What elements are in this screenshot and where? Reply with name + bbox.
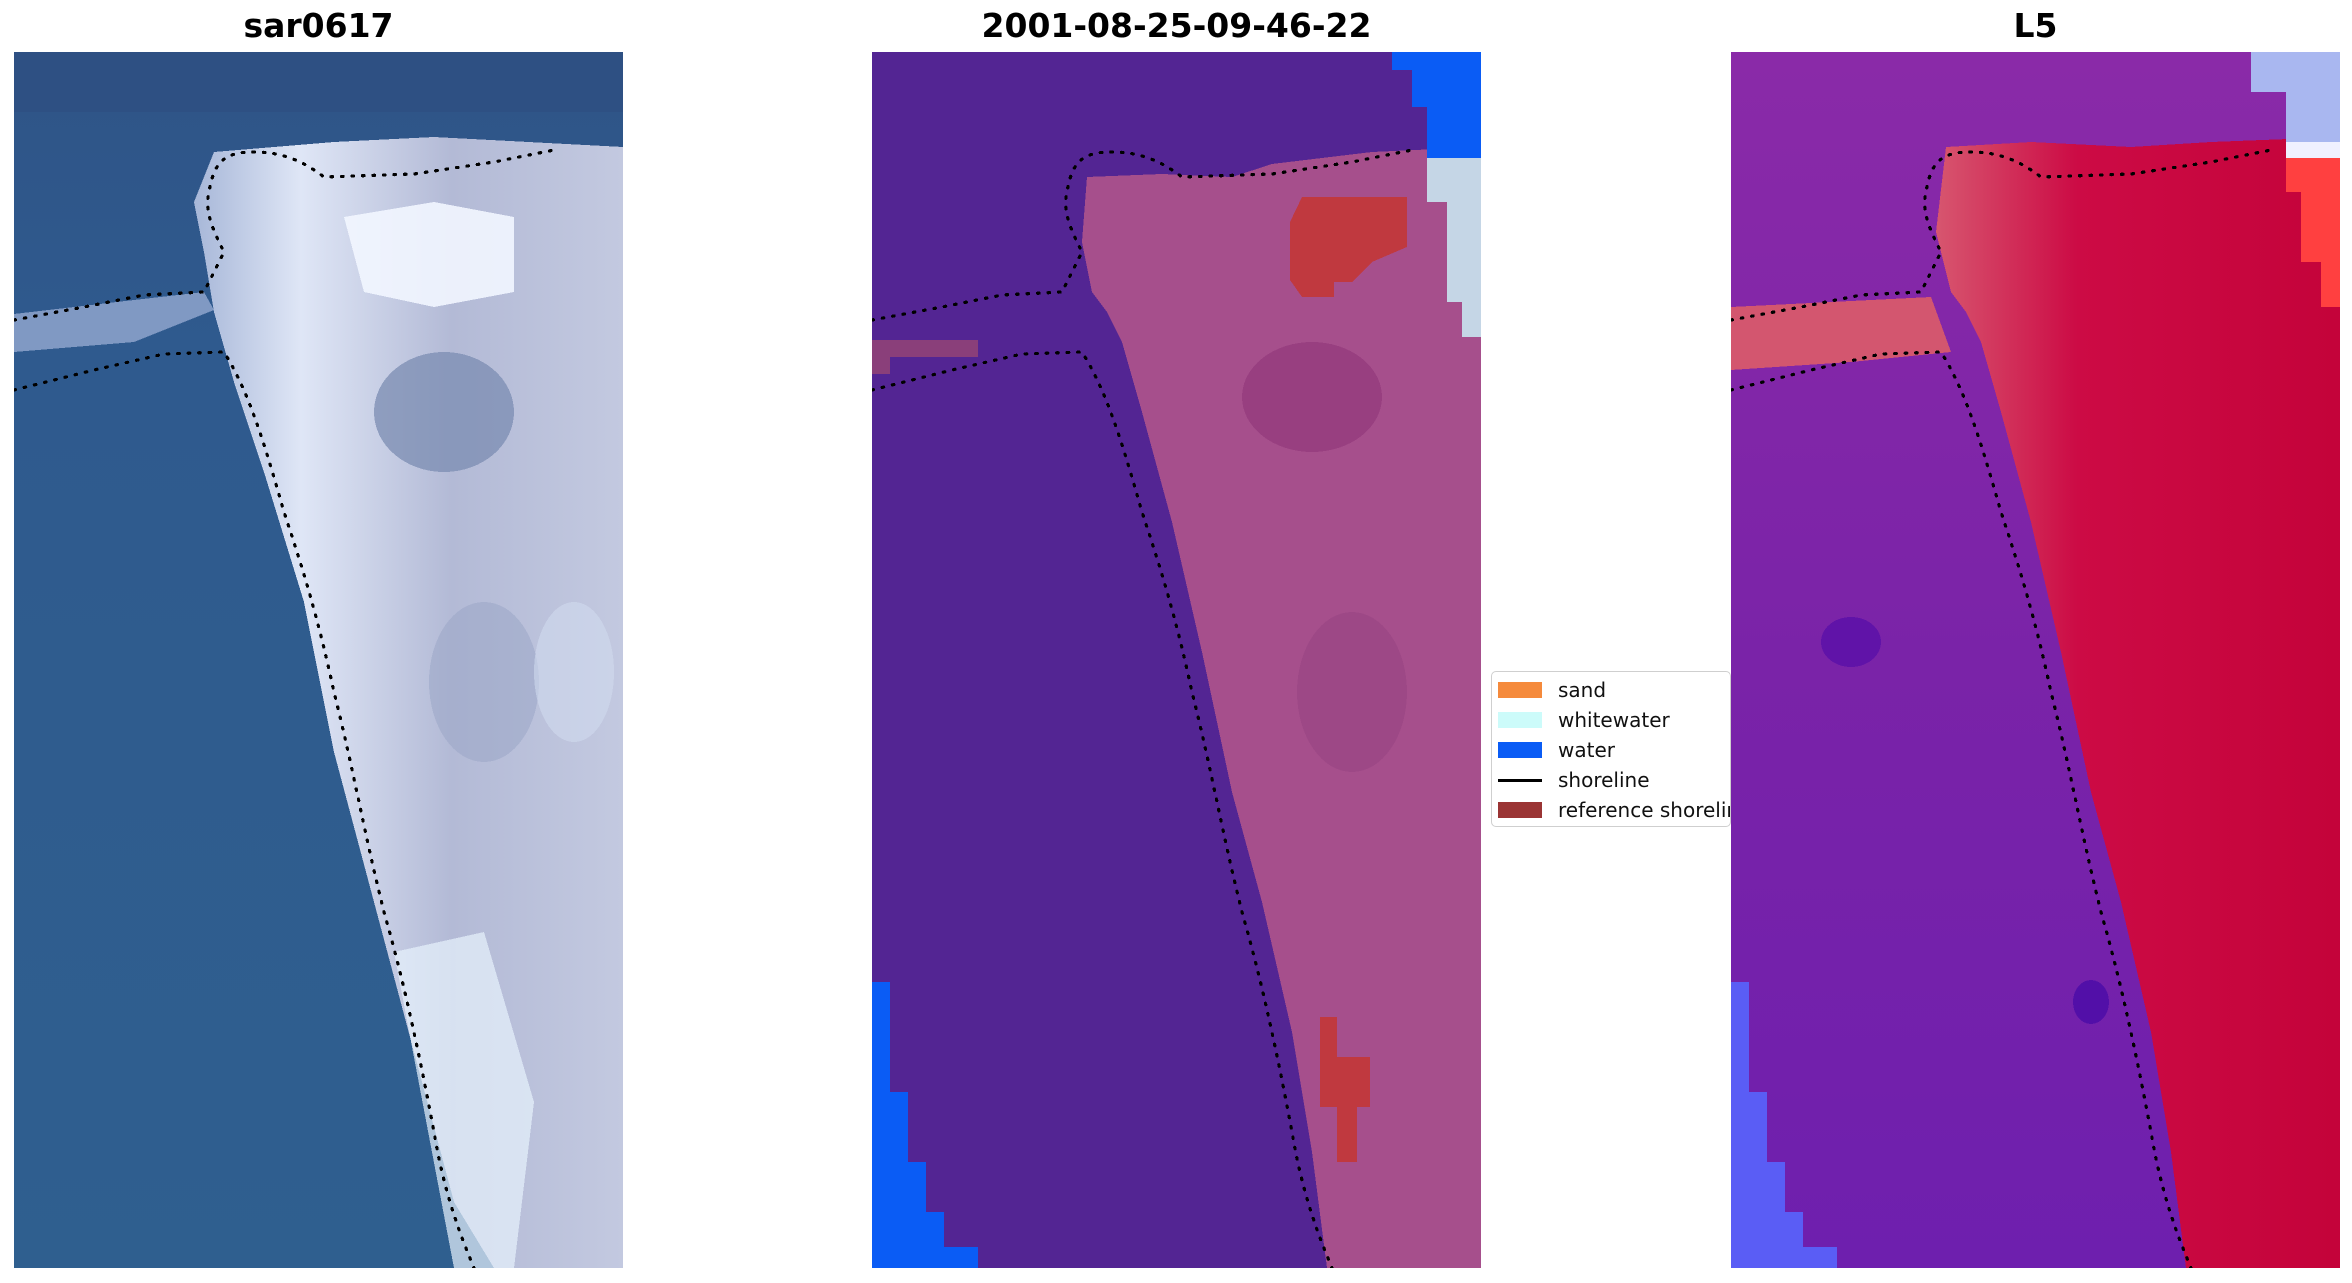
- index-image-panel: [1731, 52, 2340, 1268]
- reference-shoreline-swatch: [1498, 802, 1542, 818]
- whitewater-swatch: [1498, 712, 1542, 728]
- legend-item-shoreline: shoreline: [1498, 765, 1650, 795]
- rgb-dark-patch: [374, 352, 514, 472]
- legend: sand whitewater water shoreline referenc…: [1491, 671, 1731, 827]
- classified-image-panel: [872, 52, 1481, 1268]
- legend-label-shoreline: shoreline: [1558, 768, 1650, 792]
- shoreline-swatch: [1498, 778, 1542, 782]
- legend-item-reference-shoreline: reference shoreline: [1498, 795, 1730, 825]
- class-reference-patch-top: [1290, 197, 1407, 297]
- class-water-bright-topright: [1392, 52, 1481, 158]
- index-high-region: [1936, 137, 2340, 1268]
- panel-title-index: L5: [2013, 6, 2058, 45]
- class-channel-band: [872, 340, 978, 374]
- index-bright-bottomleft: [1731, 982, 1837, 1268]
- index-channel-band: [1731, 297, 1951, 370]
- rgb-image-panel: [14, 52, 623, 1268]
- shoreline-line-1: [14, 147, 561, 1268]
- class-reference-patch-bottom: [1320, 1017, 1370, 1162]
- rgb-sand-region: [194, 137, 623, 1268]
- panel-title-classified: 2001-08-25-09-46-22: [981, 6, 1372, 45]
- legend-label-water: water: [1558, 738, 1615, 762]
- shoreline-line-2: [872, 147, 1419, 1268]
- legend-label-whitewater: whitewater: [1558, 708, 1670, 732]
- panel-title-rgb: sar0617: [243, 6, 394, 45]
- rgb-top-band: [14, 52, 623, 112]
- sand-swatch: [1498, 682, 1542, 698]
- class-water-bright-bottomleft: [872, 982, 978, 1268]
- water-swatch: [1498, 742, 1542, 758]
- class-sand-region: [1082, 147, 1481, 1268]
- shoreline-line-3: [1731, 147, 2278, 1268]
- legend-label-sand: sand: [1558, 678, 1607, 702]
- legend-label-reference-shoreline: reference shoreline: [1558, 798, 1730, 822]
- class-whitewater-strip: [1427, 158, 1481, 337]
- legend-item-whitewater: whitewater: [1498, 705, 1670, 735]
- rgb-channel-band: [14, 292, 214, 352]
- legend-item-sand: sand: [1498, 675, 1606, 705]
- legend-item-water: water: [1498, 735, 1615, 765]
